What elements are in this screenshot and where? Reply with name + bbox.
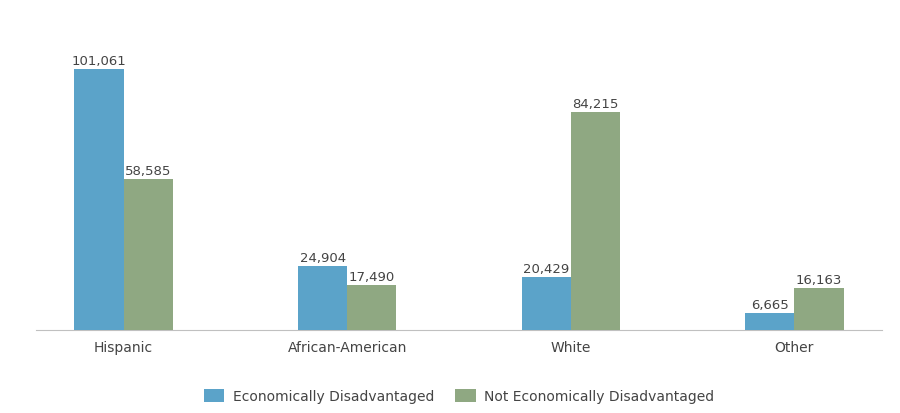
Text: 16,163: 16,163 [796, 274, 842, 287]
Text: 6,665: 6,665 [751, 298, 788, 311]
Bar [75, 69, 123, 330]
Bar [298, 266, 347, 330]
Text: 84,215: 84,215 [572, 98, 618, 111]
Text: 20,429: 20,429 [523, 263, 570, 275]
Legend: Economically Disadvantaged, Not Economically Disadvantaged: Economically Disadvantaged, Not Economic… [198, 384, 720, 409]
Text: 24,904: 24,904 [300, 251, 346, 264]
Bar [522, 278, 571, 330]
Text: 58,585: 58,585 [125, 164, 171, 177]
Bar [123, 179, 173, 330]
Bar [745, 313, 795, 330]
Bar [347, 285, 396, 330]
Text: 17,490: 17,490 [348, 270, 395, 283]
Bar [795, 289, 843, 330]
Bar [571, 113, 620, 330]
Text: 101,061: 101,061 [72, 55, 126, 67]
